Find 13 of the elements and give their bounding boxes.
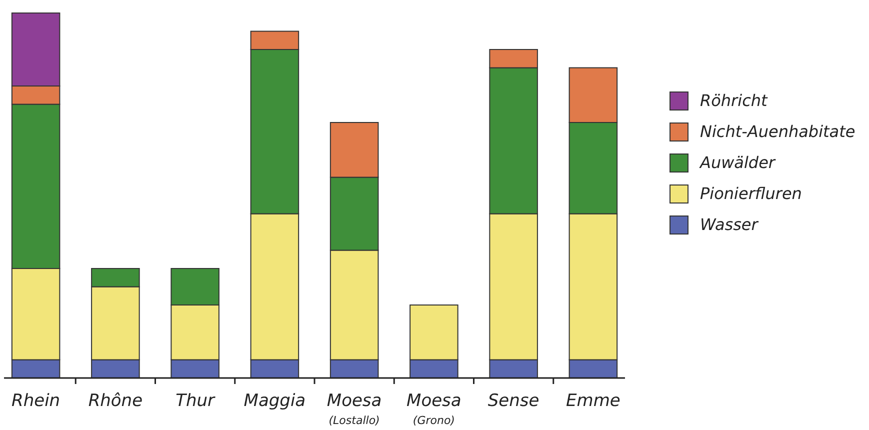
x-tick-label: Rhein — [12, 391, 60, 411]
x-tick-label: Emme — [566, 391, 620, 411]
x-tick-label: Maggia — [244, 391, 306, 411]
legend-label: Wasser — [700, 215, 760, 234]
legend-label: Auwälder — [699, 153, 776, 172]
x-tick-label: Thur — [176, 391, 216, 411]
legend-label: Nicht-Auenhabitate — [700, 122, 856, 141]
x-tick-label: Moesa (Lostallo) — [326, 391, 382, 427]
x-tick-label: Sense — [488, 391, 540, 411]
legend-label: Pionierfluren — [700, 184, 802, 203]
legend-label: Röhricht — [700, 91, 768, 110]
x-tick-label: Rhône — [88, 391, 143, 411]
x-tick-label: Moesa (Grono) — [406, 391, 462, 427]
